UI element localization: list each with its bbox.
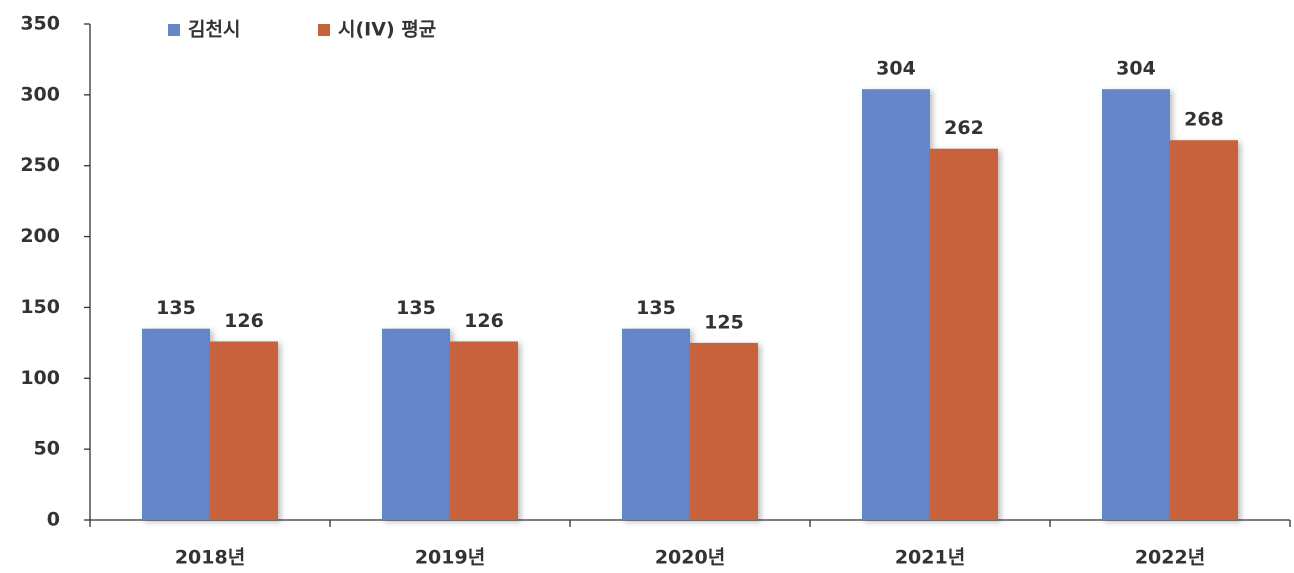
y-tick-label: 50 xyxy=(34,438,60,460)
bar xyxy=(690,342,758,520)
bar xyxy=(1170,140,1238,520)
y-tick-label: 150 xyxy=(20,296,60,318)
data-label: 135 xyxy=(636,297,676,319)
y-tick-label: 100 xyxy=(20,367,60,389)
bar xyxy=(930,148,998,521)
data-label: 262 xyxy=(944,117,984,139)
data-label: 304 xyxy=(876,58,916,80)
y-tick-label: 250 xyxy=(20,154,60,176)
legend-swatch xyxy=(318,24,330,36)
y-tick-label: 350 xyxy=(20,13,60,35)
data-label: 126 xyxy=(224,310,264,332)
bar xyxy=(450,341,518,520)
bar xyxy=(382,328,450,520)
data-label: 304 xyxy=(1116,58,1156,80)
x-tick-label: 2018년 xyxy=(175,547,245,569)
legend-label: 시(IV) 평균 xyxy=(338,19,436,41)
y-tick-label: 0 xyxy=(47,509,60,531)
data-label: 125 xyxy=(704,311,744,333)
bar xyxy=(622,328,690,520)
y-tick-label: 300 xyxy=(20,83,60,105)
data-label: 135 xyxy=(156,297,196,319)
data-label: 135 xyxy=(396,297,436,319)
bar xyxy=(142,328,210,520)
legend-label: 김천시 xyxy=(188,19,240,41)
x-tick-label: 2020년 xyxy=(655,547,725,569)
y-tick-label: 200 xyxy=(20,225,60,247)
x-tick-label: 2019년 xyxy=(415,547,485,569)
bar xyxy=(862,89,930,520)
data-label: 268 xyxy=(1184,109,1224,131)
legend-swatch xyxy=(168,24,180,36)
data-label: 126 xyxy=(464,310,504,332)
x-tick-label: 2022년 xyxy=(1135,547,1205,569)
bar xyxy=(1102,89,1170,520)
x-tick-label: 2021년 xyxy=(895,547,965,569)
bar xyxy=(210,341,278,520)
